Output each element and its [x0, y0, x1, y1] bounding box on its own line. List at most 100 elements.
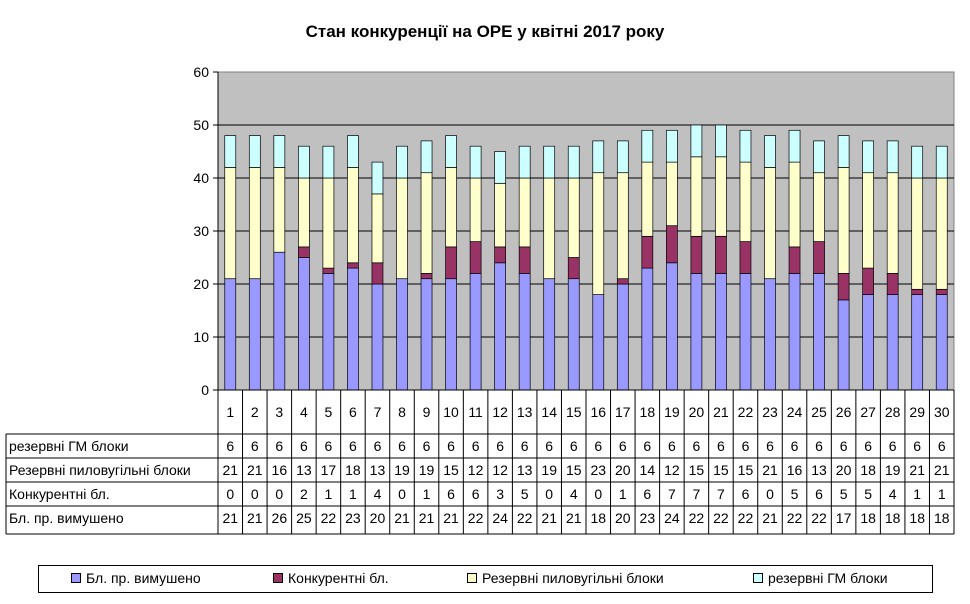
data-label: 6: [815, 438, 823, 454]
data-label: 6: [791, 438, 799, 454]
data-label: 6: [742, 438, 750, 454]
category-label: 19: [664, 404, 680, 420]
bar-segment: [347, 262, 359, 269]
bar-segment: [739, 241, 752, 274]
data-label: 6: [742, 486, 750, 502]
category-label: 14: [541, 404, 557, 420]
category-label: 16: [590, 404, 606, 420]
data-label: 18: [860, 462, 876, 478]
y-tick-label: 20: [193, 276, 209, 292]
bar-segment: [567, 177, 580, 258]
bar-segment: [592, 294, 605, 391]
bar-segment: [666, 161, 678, 227]
bar-segment: [543, 145, 556, 179]
data-label: 6: [643, 486, 651, 502]
category-label: 9: [423, 404, 431, 420]
category-label: 23: [762, 404, 778, 420]
bar-segment: [764, 167, 776, 280]
bar-segment: [273, 251, 286, 391]
bar-segment: [788, 129, 801, 163]
bar-segment: [248, 278, 261, 391]
bar-segment: [813, 241, 825, 274]
bar-segment: [567, 145, 580, 179]
data-label: 6: [472, 486, 480, 502]
data-label: 15: [689, 462, 705, 478]
bar-segment: [911, 288, 924, 295]
bar-segment: [298, 257, 310, 391]
data-label: 21: [419, 510, 435, 526]
data-label: 6: [619, 438, 627, 454]
category-label: 22: [738, 404, 754, 420]
bar-segment: [886, 273, 899, 295]
bar-segment: [371, 283, 384, 391]
category-label: 4: [300, 404, 308, 420]
bar-segment: [739, 273, 752, 391]
data-label: 7: [668, 486, 676, 502]
bar-segment: [592, 140, 605, 174]
data-label: 19: [885, 462, 901, 478]
bar-segment: [420, 140, 433, 174]
data-label: 0: [545, 486, 553, 502]
data-label: 21: [566, 510, 582, 526]
bar-segment: [715, 124, 727, 158]
bar-segment: [469, 241, 482, 274]
bar-segment: [420, 172, 433, 274]
data-label: 19: [541, 462, 557, 478]
data-label: 6: [643, 438, 651, 454]
bar-segment: [518, 145, 531, 179]
data-label: 6: [766, 438, 774, 454]
data-label: 12: [664, 462, 680, 478]
data-label: 7: [693, 486, 701, 502]
data-label: 15: [738, 462, 754, 478]
data-label: 6: [913, 438, 921, 454]
data-label: 0: [398, 486, 406, 502]
data-label: 22: [811, 510, 827, 526]
bar-segment: [273, 135, 286, 168]
data-label: 22: [787, 510, 803, 526]
bar-segment: [469, 273, 482, 391]
bar-segment: [322, 273, 335, 391]
data-label: 21: [443, 510, 459, 526]
bar-segment: [347, 167, 359, 264]
data-label: 21: [909, 462, 925, 478]
category-label: 3: [275, 404, 283, 420]
data-label: 0: [226, 486, 234, 502]
bar-segment: [494, 262, 506, 391]
category-label: 5: [325, 404, 333, 420]
bar-segment: [248, 135, 261, 168]
y-tick-label: 40: [193, 170, 209, 186]
bar-segment: [886, 294, 899, 391]
data-label: 1: [938, 486, 946, 502]
bar-segment: [911, 177, 924, 290]
bar-segment: [690, 273, 703, 391]
bar-segment: [298, 246, 310, 258]
data-label: 6: [300, 438, 308, 454]
bar-segment: [690, 156, 703, 237]
data-label: 1: [913, 486, 921, 502]
data-label: 6: [717, 438, 725, 454]
category-label: 8: [398, 404, 406, 420]
bar-segment: [567, 278, 580, 391]
bar-segment: [445, 246, 457, 280]
bar-segment: [764, 278, 776, 391]
data-label: 15: [713, 462, 729, 478]
data-label: 6: [423, 438, 431, 454]
data-label: 20: [615, 462, 631, 478]
data-label: 18: [860, 510, 876, 526]
bar-segment: [911, 145, 924, 179]
bar-segment: [666, 262, 678, 391]
bar-segment: [935, 294, 948, 391]
data-label: 6: [815, 486, 823, 502]
category-label: 29: [909, 404, 925, 420]
data-label: 6: [889, 438, 897, 454]
data-label: 16: [787, 462, 803, 478]
bar-segment: [445, 135, 457, 168]
data-label: 22: [689, 510, 705, 526]
data-label: 6: [472, 438, 480, 454]
data-label: 15: [566, 462, 582, 478]
data-label: 6: [275, 438, 283, 454]
bar-segment: [322, 145, 335, 179]
bar-segment: [494, 151, 506, 184]
data-label: 5: [521, 486, 529, 502]
data-label: 6: [594, 438, 602, 454]
